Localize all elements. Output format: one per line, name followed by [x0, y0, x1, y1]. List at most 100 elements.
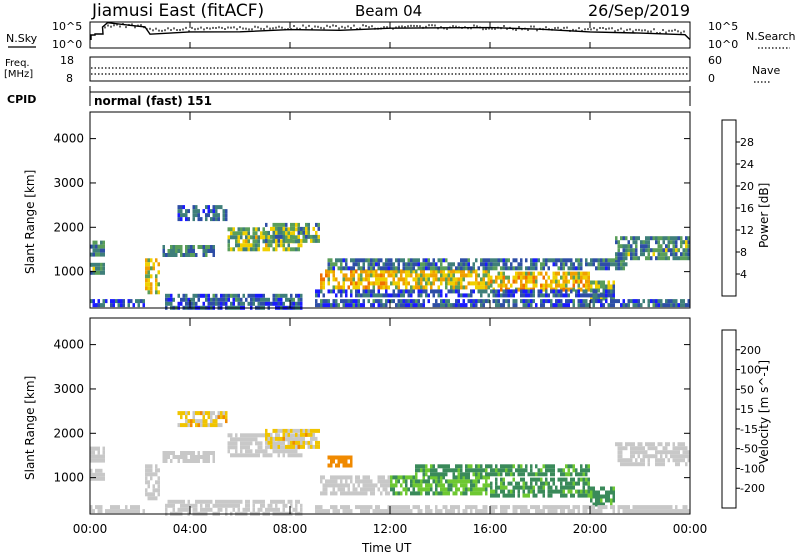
heatmap-cell — [632, 252, 635, 257]
heatmap-cell — [530, 485, 533, 490]
heatmap-cell — [617, 450, 620, 455]
heatmap-cell — [247, 437, 250, 442]
heatmap-cell — [515, 485, 518, 490]
heatmap-cell — [312, 428, 315, 433]
heatmap-cell — [262, 449, 265, 454]
heatmap-cell — [482, 303, 485, 308]
heatmap-cell — [557, 289, 560, 294]
heatmap-cell — [220, 503, 223, 508]
heatmap-cell — [482, 509, 485, 514]
heatmap-cell — [520, 468, 523, 473]
y-tick-label: 1000 — [53, 471, 84, 485]
heatmap-cell — [367, 475, 370, 480]
heatmap-cell — [360, 487, 363, 492]
heatmap-cell — [180, 503, 183, 508]
heatmap-cell — [247, 507, 250, 512]
heatmap-cell — [540, 485, 543, 490]
heatmap-cell — [602, 505, 605, 510]
heatmap-cell — [330, 258, 333, 263]
heatmap-cell — [180, 297, 183, 302]
heatmap-cell — [510, 289, 513, 294]
heatmap-cell — [677, 462, 680, 467]
heatmap-cell — [157, 484, 160, 489]
heatmap-cell — [277, 238, 280, 243]
heatmap-cell — [562, 293, 565, 298]
heatmap-cell — [635, 303, 638, 308]
heatmap-cell — [212, 419, 215, 424]
heatmap-cell — [335, 303, 338, 308]
heatmap-cell — [555, 279, 558, 284]
heatmap-cell — [215, 415, 218, 420]
heatmap-cell — [627, 303, 630, 308]
heatmap-cell — [672, 509, 675, 514]
heatmap-cell — [362, 258, 365, 263]
heatmap-cell — [260, 441, 263, 446]
heatmap-cell — [332, 483, 335, 488]
heatmap-cell — [232, 453, 235, 458]
heatmap-cell — [562, 262, 565, 267]
heatmap-cell — [362, 285, 365, 290]
heatmap-cell — [155, 258, 158, 263]
heatmap-cell — [332, 303, 335, 308]
heatmap-cell — [465, 475, 468, 480]
heatmap-cell — [587, 275, 590, 280]
heatmap-cell — [507, 303, 510, 308]
heatmap-cell — [385, 303, 388, 308]
heatmap-cell — [197, 217, 200, 222]
heatmap-cell — [220, 499, 223, 504]
heatmap-cell — [102, 244, 105, 249]
heatmap-cell — [295, 428, 298, 433]
heatmap-cell — [510, 468, 513, 473]
heatmap-cell — [267, 243, 270, 248]
heatmap-cell — [342, 299, 345, 304]
heatmap-cell — [457, 509, 460, 514]
heatmap-cell — [612, 505, 615, 510]
heatmap-cell — [430, 475, 433, 480]
heatmap-cell — [520, 279, 523, 284]
heatmap-cell — [285, 444, 288, 449]
heatmap-cell — [185, 293, 188, 298]
heatmap-cell — [667, 303, 670, 308]
heatmap-cell — [395, 269, 398, 274]
heatmap-cell — [152, 488, 155, 493]
heatmap-cell — [610, 262, 613, 267]
heatmap-cell — [402, 479, 405, 484]
heatmap-cell — [92, 458, 95, 463]
heatmap-cell — [527, 472, 530, 477]
heatmap-cell — [317, 440, 320, 445]
heatmap-cell — [185, 411, 188, 416]
heatmap-cell — [167, 455, 170, 459]
heatmap-cell — [172, 451, 175, 455]
heatmap-cell — [627, 252, 630, 257]
heatmap-cell — [167, 503, 170, 508]
heatmap-cell — [530, 293, 533, 298]
heatmap-cell — [232, 441, 235, 446]
heatmap-cell — [585, 293, 588, 298]
heatmap-cell — [170, 245, 173, 249]
heatmap-cell — [147, 258, 150, 263]
heatmap-cell — [562, 489, 565, 494]
heatmap-cell — [440, 273, 443, 278]
heatmap-cell — [605, 258, 608, 263]
heatmap-cell — [102, 299, 105, 304]
heatmap-cell — [200, 503, 203, 508]
heatmap-cell — [612, 498, 615, 503]
heatmap-cell — [175, 253, 178, 257]
heatmap-cell — [192, 459, 195, 463]
heatmap-cell — [305, 432, 308, 437]
heatmap-cell — [327, 273, 330, 278]
heatmap-cell — [655, 236, 658, 241]
heatmap-cell — [647, 509, 650, 514]
heatmap-cell — [465, 266, 468, 271]
heatmap-cell — [372, 299, 375, 304]
heatmap-cell — [387, 285, 390, 290]
heatmap-cell — [100, 472, 103, 477]
heatmap-cell — [460, 258, 463, 263]
heatmap-cell — [377, 293, 380, 298]
heatmap-cell — [550, 509, 553, 514]
heatmap-cell — [515, 271, 518, 276]
heatmap-cell — [247, 227, 250, 232]
heatmap-cell — [570, 262, 573, 267]
heatmap-cell — [502, 477, 505, 482]
